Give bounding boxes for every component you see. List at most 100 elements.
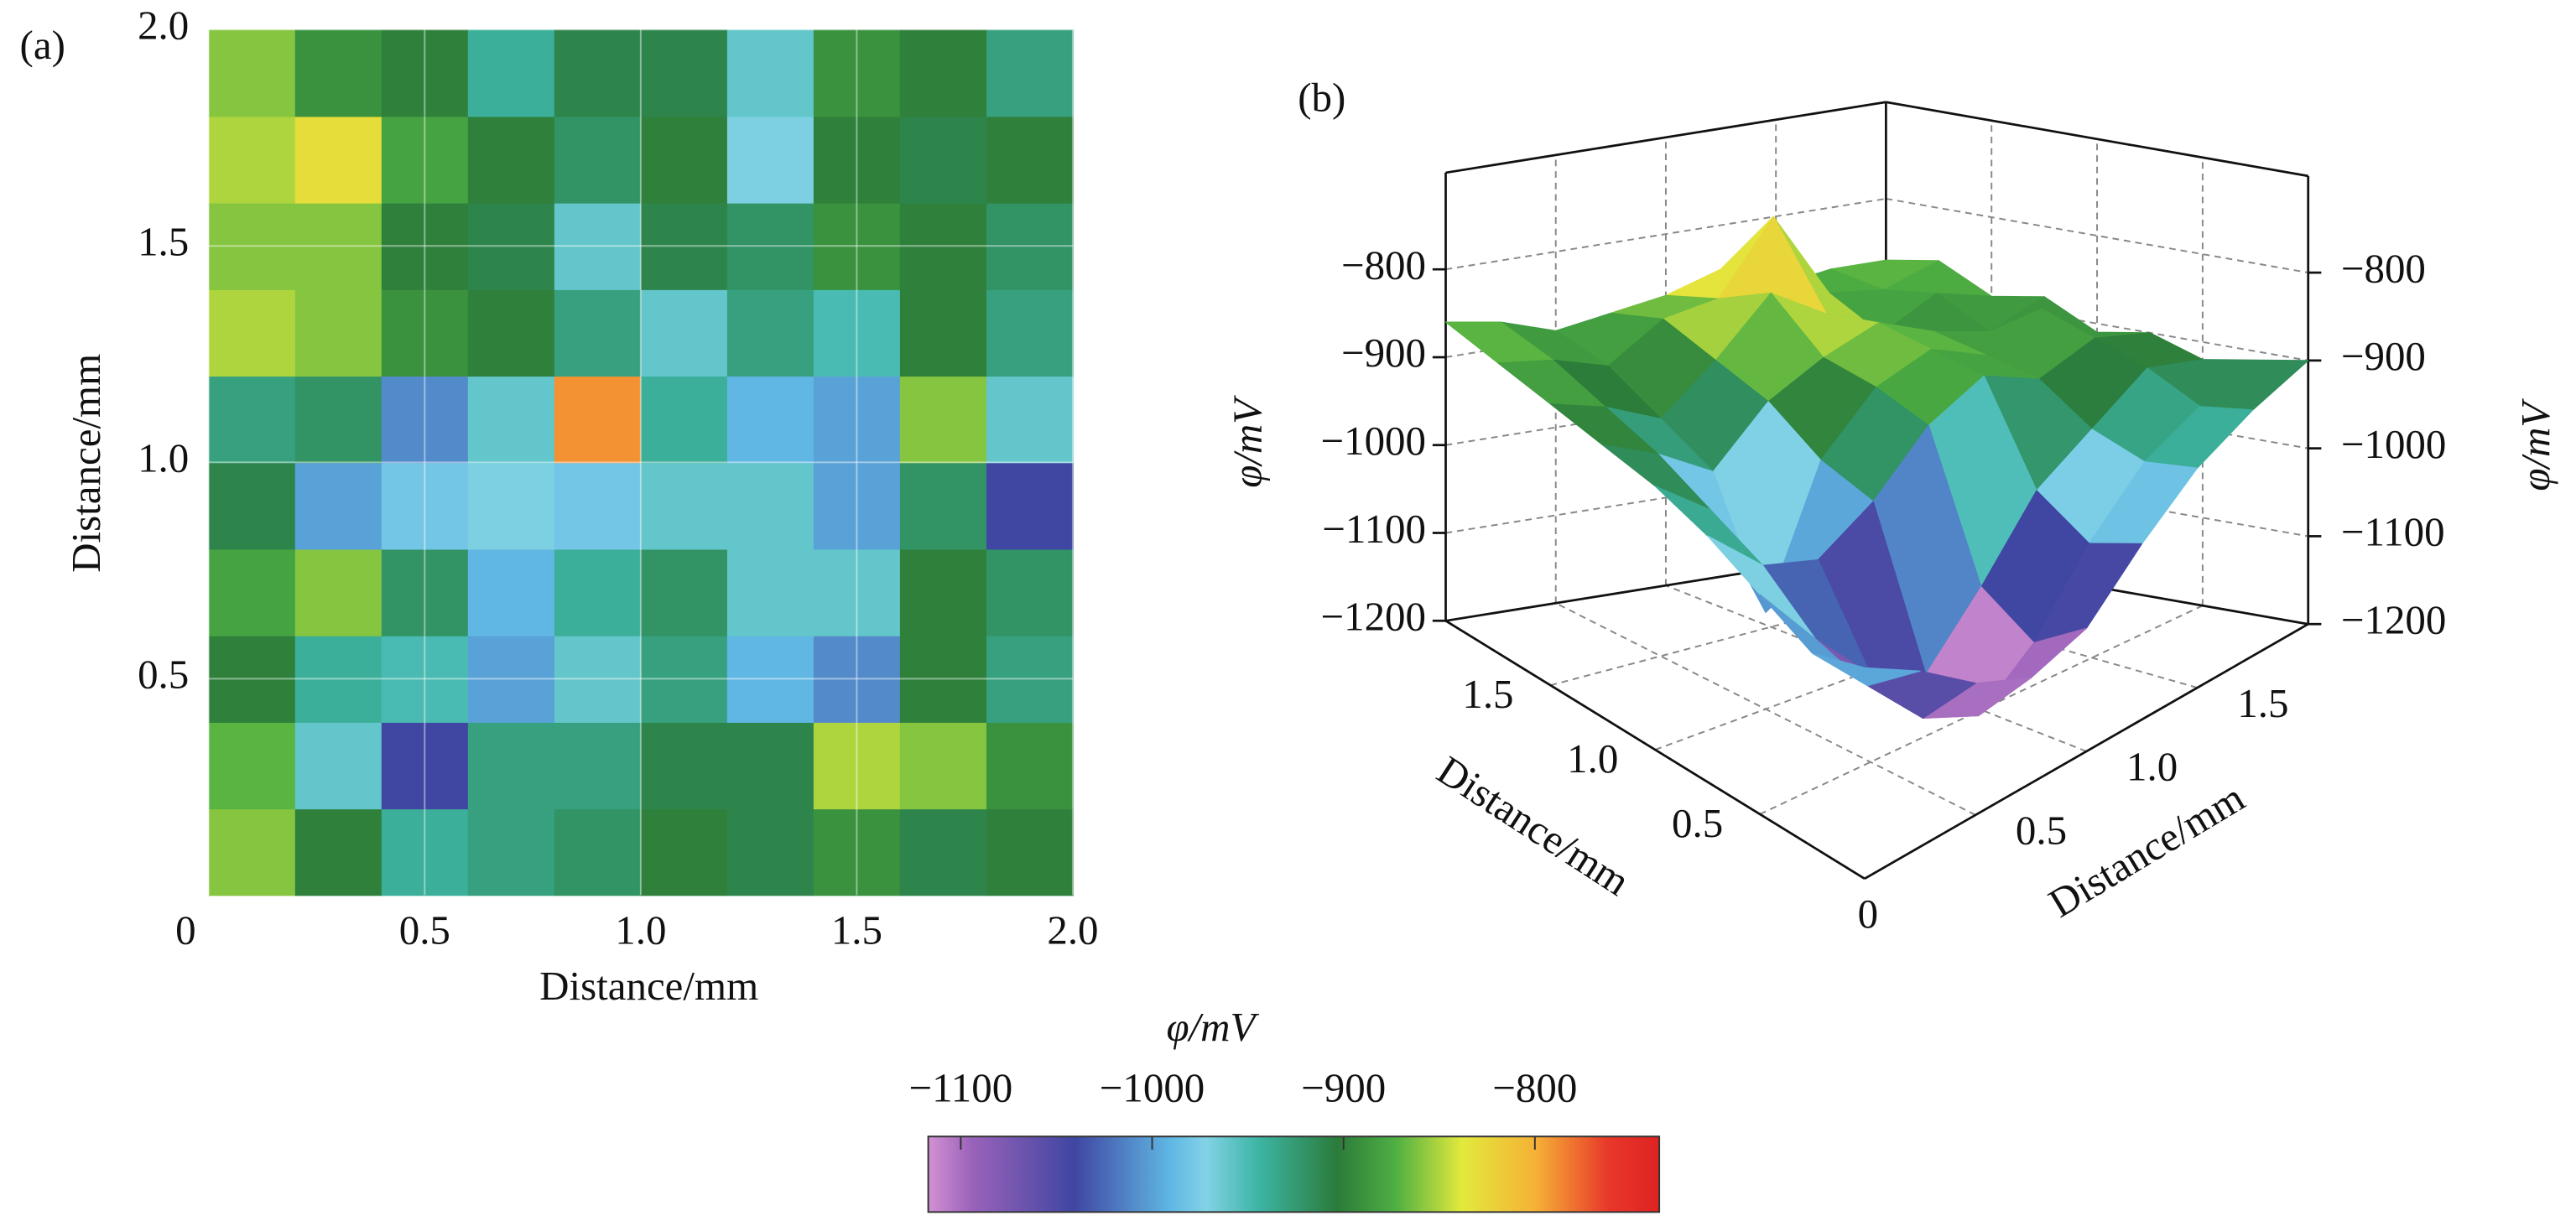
heatmap-cell bbox=[381, 288, 469, 377]
heatmap-cell bbox=[294, 548, 382, 636]
box-edge bbox=[1886, 101, 2308, 178]
heatmap-cell bbox=[467, 116, 555, 204]
heatmap-cell bbox=[294, 116, 382, 204]
z-tick-label: −1000 bbox=[2341, 421, 2447, 467]
heatmap-cell bbox=[381, 721, 469, 810]
z-tick-label: −900 bbox=[2341, 333, 2426, 379]
heatmap-cell bbox=[986, 288, 1074, 377]
grid-line bbox=[1665, 584, 2087, 752]
heatmap-cell bbox=[208, 376, 296, 464]
heatmap-cell bbox=[467, 462, 555, 550]
heatmap-cell bbox=[813, 548, 901, 636]
heatmap-cell bbox=[554, 721, 642, 810]
heatmap-cell bbox=[294, 462, 382, 550]
heatmap-cell bbox=[208, 288, 296, 377]
heatmap-cell bbox=[467, 29, 555, 117]
y-axis-title: Distance/mm bbox=[63, 354, 109, 573]
heatmap-cell bbox=[208, 635, 296, 723]
heatmap-cell bbox=[381, 462, 469, 550]
heatmap-cell bbox=[640, 376, 728, 464]
heatmap-cell bbox=[986, 376, 1074, 464]
heatmap-cell bbox=[381, 548, 469, 636]
heatmap-cell bbox=[640, 29, 728, 117]
y-tick-label: 1.5 bbox=[138, 219, 189, 265]
heatmap-cell bbox=[726, 635, 814, 723]
y-axis-title: Distance/mm bbox=[2041, 774, 2252, 927]
z-tick-label: −1000 bbox=[1320, 418, 1426, 464]
heatmap-cell bbox=[554, 29, 642, 117]
heatmap-cell bbox=[726, 548, 814, 636]
box-edge bbox=[1445, 101, 1886, 174]
heatmap-cell bbox=[986, 462, 1074, 550]
x-tick-label: 1.5 bbox=[1462, 671, 1513, 717]
heatmap-cell bbox=[726, 116, 814, 204]
heatmap-cell bbox=[467, 288, 555, 377]
heatmap-cell bbox=[381, 29, 469, 117]
heatmap-cell bbox=[899, 721, 987, 810]
heatmap-cell bbox=[899, 808, 987, 896]
z-tick-label: −800 bbox=[1341, 242, 1426, 288]
heatmap-cell bbox=[294, 635, 382, 723]
z-tick-label: −800 bbox=[2341, 245, 2426, 291]
heatmap-cell bbox=[813, 29, 901, 117]
heatmap-cell bbox=[381, 202, 469, 290]
x-tick-label: 2.0 bbox=[1047, 907, 1098, 953]
heatmap-cell bbox=[986, 635, 1074, 723]
heatmap-cell bbox=[294, 808, 382, 896]
heatmap-cell bbox=[294, 29, 382, 117]
heatmap-cell bbox=[986, 29, 1074, 117]
colorbar-title: φ/mV bbox=[1166, 1004, 1259, 1050]
heatmap-cell bbox=[813, 202, 901, 290]
heatmap-cell bbox=[381, 376, 469, 464]
heatmap-cell bbox=[467, 808, 555, 896]
heatmap-cell bbox=[381, 808, 469, 896]
heatmap-cell bbox=[899, 288, 987, 377]
colorbar-tick-label: −1000 bbox=[1100, 1065, 1205, 1111]
heatmap-cell bbox=[813, 462, 901, 550]
z-axis-title: φ/mV bbox=[1225, 395, 1271, 488]
surface bbox=[1444, 216, 2309, 719]
x-tick-label: 1.0 bbox=[615, 907, 666, 953]
heatmap-cell bbox=[208, 29, 296, 117]
y-tick-label: 1.0 bbox=[138, 435, 189, 481]
box-edge bbox=[1864, 623, 2309, 880]
y-tick-label: 1.5 bbox=[2237, 680, 2288, 726]
y-tick-label: 0.5 bbox=[138, 652, 189, 698]
y-tick-label: 1.0 bbox=[2126, 744, 2178, 790]
heatmap-cell bbox=[554, 376, 642, 464]
heatmap-cell bbox=[640, 721, 728, 810]
heatmap-cell bbox=[381, 116, 469, 204]
heatmap-cell bbox=[899, 116, 987, 204]
x-axis-title: Distance/mm bbox=[539, 963, 758, 1009]
heatmap-cell bbox=[554, 288, 642, 377]
heatmap-cell bbox=[554, 202, 642, 290]
colorbar-tick-label: −1100 bbox=[909, 1065, 1013, 1111]
heatmap-cell bbox=[208, 808, 296, 896]
heatmap-cell bbox=[899, 462, 987, 550]
heatmap-cell bbox=[986, 808, 1074, 896]
heatmap-cell bbox=[726, 721, 814, 810]
heatmap-cell bbox=[899, 202, 987, 290]
heatmap-cell bbox=[899, 635, 987, 723]
y-tick-label: 0 bbox=[1858, 891, 1878, 937]
heatmap-cell bbox=[813, 116, 901, 204]
heatmap-cell bbox=[813, 808, 901, 896]
grid-line bbox=[1886, 198, 2308, 274]
heatmap-cell bbox=[381, 635, 469, 723]
heatmap-cell bbox=[640, 462, 728, 550]
heatmap-cell bbox=[986, 721, 1074, 810]
heatmap-cell bbox=[467, 548, 555, 636]
grid-line bbox=[1555, 602, 1976, 816]
heatmap-cell bbox=[208, 202, 296, 290]
z-tick-label: −1200 bbox=[1320, 594, 1426, 640]
heatmap-cell bbox=[899, 376, 987, 464]
panel-label: (a) bbox=[20, 22, 65, 68]
heatmap-cell bbox=[813, 635, 901, 723]
x-tick-label: 0.5 bbox=[399, 907, 450, 953]
heatmap-cell bbox=[813, 376, 901, 464]
heatmap-cell bbox=[726, 462, 814, 550]
heatmap-cell bbox=[899, 29, 987, 117]
heatmap-cell bbox=[986, 116, 1074, 204]
heatmap-cell bbox=[640, 635, 728, 723]
heatmap-cell bbox=[554, 116, 642, 204]
